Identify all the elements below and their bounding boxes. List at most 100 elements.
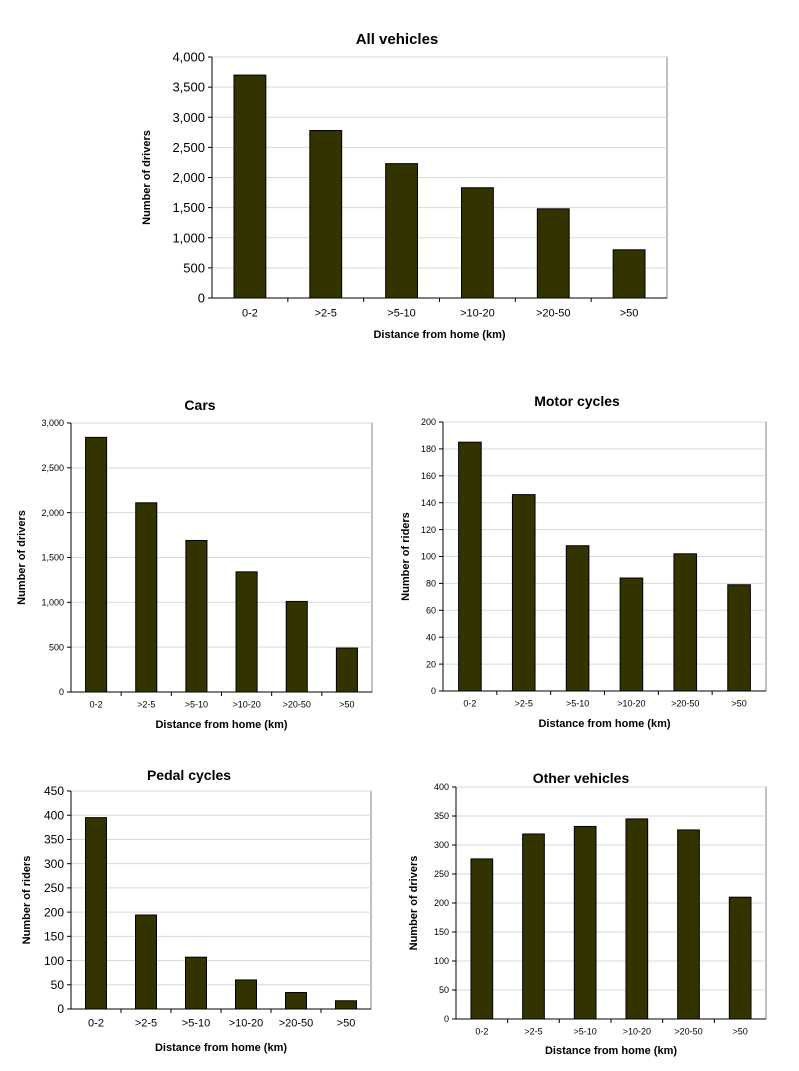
y-tick-label: 350 xyxy=(434,811,449,821)
chart-title: Motor cycles xyxy=(534,393,620,409)
bar xyxy=(233,74,267,299)
bar xyxy=(385,163,419,299)
chart-title: Other vehicles xyxy=(533,770,630,786)
bar xyxy=(335,1000,357,1010)
y-tick-label: 40 xyxy=(426,632,436,642)
y-tick-label: 4,000 xyxy=(172,50,205,65)
bar xyxy=(85,436,108,693)
bar xyxy=(727,584,751,692)
x-tick-label: >50 xyxy=(339,700,354,710)
bar xyxy=(673,553,698,692)
y-tick-label: 140 xyxy=(421,498,436,508)
y-tick-label: 2,500 xyxy=(172,140,205,155)
x-tick-label: >5-10 xyxy=(387,307,415,319)
bar xyxy=(612,249,646,299)
bar xyxy=(677,829,700,1020)
y-tick-label: 1,000 xyxy=(41,597,64,607)
y-tick-label: 50 xyxy=(51,978,65,992)
x-tick-label: >20-50 xyxy=(279,1017,314,1029)
bar xyxy=(335,647,358,693)
x-axis-title: Distance from home (km) xyxy=(155,1042,287,1054)
chart-other-vehicles: 0 50 100 150 200 250 300 350 400 0-2 >2-5 >5-10 >10-… xyxy=(408,770,767,1057)
x-tick-label: >20-50 xyxy=(283,700,311,710)
bar xyxy=(135,914,157,1010)
y-tick-label: 80 xyxy=(426,579,436,589)
y-tick-label: 2,000 xyxy=(172,170,205,185)
x-tick-label: >10-20 xyxy=(460,307,495,319)
y-tick-label: 180 xyxy=(421,444,436,454)
x-tick-label: >10-20 xyxy=(617,699,645,709)
x-tick-label: >50 xyxy=(733,1027,748,1037)
x-tick-label: >5-10 xyxy=(574,1027,597,1037)
chart-all-vehicles: 0 500 1,000 1,500 2,000 2,500 3,000 3,500 4,000 0… xyxy=(141,31,668,341)
y-tick-label: 50 xyxy=(439,985,449,995)
plot-area xyxy=(70,790,372,1010)
y-tick-label: 300 xyxy=(44,857,64,871)
y-tick-label: 500 xyxy=(183,260,205,275)
bar xyxy=(235,571,258,693)
y-tick-label: 0 xyxy=(444,1014,449,1024)
bar xyxy=(85,817,107,1010)
bar xyxy=(135,502,158,693)
y-axis-title: Number of drivers xyxy=(408,856,420,951)
bar xyxy=(285,600,308,693)
x-tick-label: >20-50 xyxy=(536,307,571,319)
chart-pedal-cycles: 0 50 100 150 200 250 300 350 400 450 0-2 >2-5 >5-10 >… xyxy=(21,767,372,1054)
y-tick-label: 400 xyxy=(434,782,449,792)
chart-cars: 0 500 1,000 1,500 2,000 2,500 3,000 0-2 >2-5 >5-1… xyxy=(16,397,373,731)
bar xyxy=(285,992,307,1010)
x-tick-label: 0-2 xyxy=(242,307,258,319)
x-tick-label: >50 xyxy=(731,699,746,709)
x-axis-title: Distance from home (km) xyxy=(545,1045,677,1057)
x-tick-label: 0-2 xyxy=(475,1027,488,1037)
y-axis-title: Number of drivers xyxy=(141,130,153,225)
x-tick-label: 0-2 xyxy=(90,700,103,710)
x-tick-label: >2-5 xyxy=(315,307,337,319)
y-tick-label: 250 xyxy=(434,869,449,879)
bar xyxy=(235,979,257,1010)
x-tick-label: >2-5 xyxy=(135,1017,157,1029)
bar xyxy=(511,494,536,692)
bar xyxy=(460,187,494,299)
x-axis-title: Distance from home (km) xyxy=(373,329,505,341)
y-axis-title: Number of riders xyxy=(21,856,33,945)
y-tick-label: 160 xyxy=(421,471,436,481)
chart-title: All vehicles xyxy=(356,31,439,48)
bar xyxy=(536,208,570,299)
y-tick-label: 300 xyxy=(434,840,449,850)
bar xyxy=(458,441,482,692)
y-tick-label: 200 xyxy=(44,905,64,919)
bar xyxy=(625,818,649,1020)
y-tick-label: 2,500 xyxy=(41,463,64,473)
y-tick-label: 3,000 xyxy=(41,418,64,428)
chart-motor-cycles: 0 20 40 60 80 100 120 140 160 180 200 0-2 >2-5 >5-10 >… xyxy=(400,393,767,730)
y-tick-label: 400 xyxy=(44,808,64,822)
x-tick-label: >2-5 xyxy=(137,700,155,710)
bar xyxy=(470,858,494,1020)
x-tick-label: >20-50 xyxy=(671,699,699,709)
x-tick-label: >50 xyxy=(620,307,639,319)
y-tick-label: 100 xyxy=(421,552,436,562)
x-tick-label: >5-10 xyxy=(185,700,208,710)
x-tick-label: 0-2 xyxy=(88,1017,104,1029)
bar xyxy=(522,833,545,1020)
chart-title: Cars xyxy=(184,397,215,413)
y-tick-label: 1,000 xyxy=(172,230,205,245)
x-tick-label: >20-50 xyxy=(674,1027,702,1037)
y-tick-label: 200 xyxy=(421,417,436,427)
bar xyxy=(185,956,207,1010)
y-tick-label: 60 xyxy=(426,605,436,615)
y-tick-label: 3,000 xyxy=(172,110,205,125)
y-tick-label: 100 xyxy=(434,956,449,966)
y-tick-label: 1,500 xyxy=(172,200,205,215)
y-tick-label: 350 xyxy=(44,833,64,847)
y-tick-label: 250 xyxy=(44,881,64,895)
x-axis-title: Distance from home (km) xyxy=(538,718,670,730)
y-tick-label: 150 xyxy=(434,927,449,937)
bar xyxy=(619,577,644,692)
bar xyxy=(565,545,590,692)
y-tick-label: 3,500 xyxy=(172,80,205,95)
y-axis-title: Number of riders xyxy=(400,512,412,601)
y-tick-label: 0 xyxy=(198,291,205,306)
y-tick-label: 120 xyxy=(421,525,436,535)
